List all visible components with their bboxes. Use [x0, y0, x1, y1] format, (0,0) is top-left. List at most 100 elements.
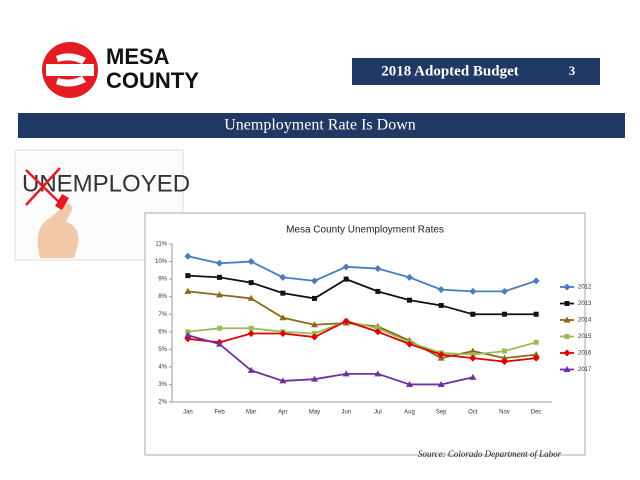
- data-point: [407, 297, 412, 303]
- data-point: [247, 330, 255, 338]
- data-point: [406, 380, 413, 387]
- y-tick-label: 8%: [158, 294, 167, 300]
- data-point: [342, 370, 350, 377]
- legend-marker: [563, 283, 571, 291]
- data-point: [469, 287, 477, 295]
- data-point: [311, 375, 318, 382]
- chart-title: Mesa County Unemployment Rates: [286, 225, 444, 236]
- chart-frame: [144, 212, 586, 456]
- data-point: [279, 377, 287, 384]
- y-tick-label: 4%: [158, 364, 167, 370]
- data-point: [532, 354, 540, 362]
- data-point: [374, 328, 382, 336]
- series-line: [187, 320, 537, 363]
- data-point: [437, 380, 445, 387]
- data-point: [469, 373, 477, 380]
- x-tick-label: Jun: [341, 410, 351, 416]
- data-point: [343, 276, 349, 282]
- title-banner: [18, 113, 625, 138]
- y-tick-label: 9%: [158, 277, 167, 283]
- slide-title: Unemployment Rate Is Down: [224, 117, 416, 134]
- legend-marker: [563, 366, 571, 372]
- logo-text: COUNTY: [106, 68, 199, 93]
- data-point: [342, 317, 350, 325]
- data-point: [470, 352, 476, 358]
- data-point: [532, 351, 540, 358]
- x-tick-label: Oct: [468, 410, 478, 416]
- data-point: [248, 325, 254, 331]
- y-tick-label: 2%: [158, 400, 167, 406]
- data-point: [470, 311, 476, 317]
- data-point: [437, 286, 445, 294]
- legend-marker: [563, 349, 571, 357]
- x-tick-label: Jul: [374, 410, 382, 416]
- series-line: [187, 334, 474, 386]
- data-point: [216, 259, 223, 267]
- data-point: [312, 295, 317, 301]
- data-point: [311, 277, 318, 285]
- y-tick-label: 5%: [158, 347, 167, 353]
- data-point: [375, 325, 381, 331]
- y-tick-label: 11%: [155, 242, 167, 248]
- data-point: [502, 311, 507, 317]
- x-tick-label: Sep: [436, 410, 447, 416]
- x-tick-label: Jan: [183, 410, 193, 416]
- data-point: [374, 370, 382, 377]
- image: UNEMPLOYED: [14, 149, 190, 261]
- data-point: [502, 348, 507, 354]
- data-point: [375, 288, 381, 294]
- data-point: [184, 287, 192, 294]
- data-point: [185, 273, 191, 279]
- legend-label: 2016: [578, 351, 592, 357]
- data-point: [311, 333, 318, 341]
- data-point: [406, 273, 413, 281]
- source: Source: Colorado Department of Labor: [418, 449, 562, 459]
- legend-label: 2014: [578, 318, 592, 324]
- y-tick-label: 7%: [158, 312, 167, 318]
- data-point: [533, 311, 539, 317]
- data-point: [185, 329, 191, 335]
- x-tick-label: Mar: [246, 410, 256, 416]
- data-point: [374, 265, 382, 273]
- data-point: [469, 354, 477, 362]
- budget-title: 2018 Adopted Budget: [381, 63, 519, 79]
- page-number: 3: [569, 63, 576, 78]
- x-tick-label: Nov: [499, 410, 510, 416]
- x-tick-label: Aug: [404, 410, 415, 416]
- data-point: [312, 331, 317, 337]
- data-point: [216, 340, 223, 347]
- data-point: [247, 366, 255, 373]
- data-point: [184, 331, 192, 338]
- data-point: [501, 354, 508, 361]
- legend-marker: [563, 316, 571, 323]
- y-tick-label: 3%: [158, 382, 167, 388]
- data-point: [247, 294, 255, 301]
- legend-label: 2017: [578, 367, 592, 373]
- data-point: [217, 325, 222, 331]
- legend-label: 2013: [578, 301, 592, 307]
- series-line: [187, 320, 537, 356]
- x-tick-label: Feb: [214, 410, 225, 416]
- data-point: [216, 291, 223, 298]
- data-point: [184, 252, 192, 260]
- budget-box: [352, 58, 600, 85]
- series-line: [187, 274, 537, 316]
- data-point: [438, 302, 444, 308]
- image-text: UNEMPLOYED: [22, 170, 190, 197]
- data-point: [217, 274, 222, 280]
- data-point: [469, 347, 477, 354]
- data-point: [532, 277, 540, 285]
- data-point: [406, 340, 413, 348]
- data-point: [248, 280, 254, 286]
- data-point: [342, 263, 350, 271]
- legend-marker: [564, 334, 570, 339]
- data-point: [279, 273, 287, 281]
- series-line: [187, 255, 537, 293]
- data-point: [437, 351, 445, 359]
- y-tick-label: 6%: [158, 329, 167, 335]
- data-point: [533, 339, 539, 345]
- plot: 2% 3% 4% 5% 6% 7% 8% 9% 10% 11% Jan Feb Mar Apr May Jun…: [155, 242, 592, 416]
- data-point: [311, 321, 318, 328]
- legend-marker: [564, 301, 570, 306]
